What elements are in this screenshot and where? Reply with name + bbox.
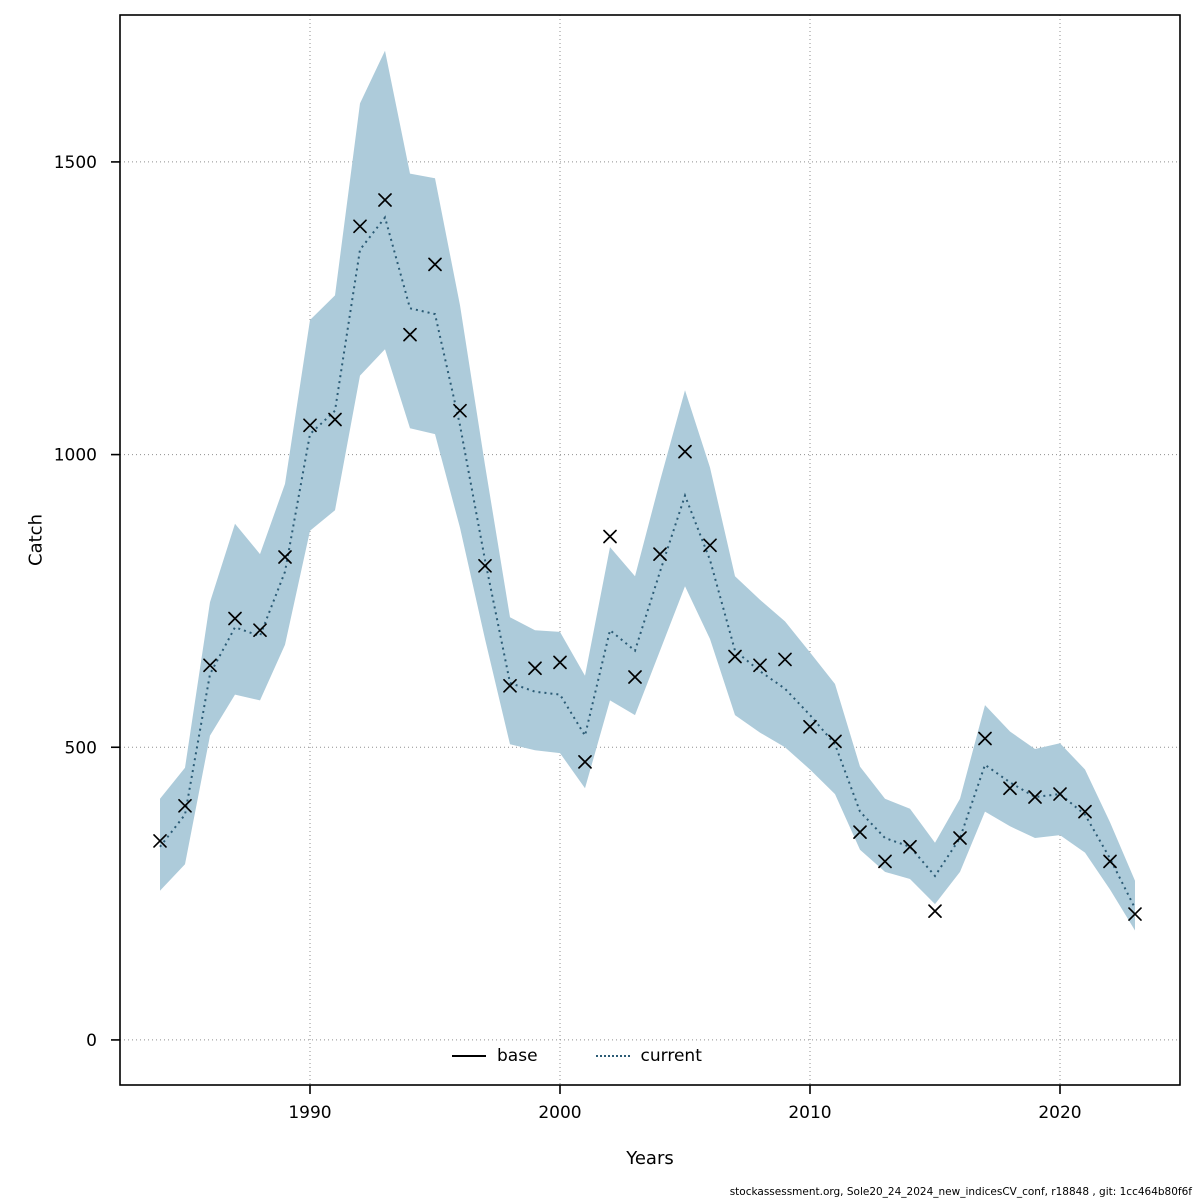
observation-marker — [478, 558, 492, 573]
observation-marker — [203, 658, 217, 673]
observation-marker — [303, 418, 317, 433]
observation-marker — [653, 547, 667, 561]
footer-text: stockassessment.org, Sole20_24_2024_new_… — [729, 1186, 1192, 1198]
observation-marker — [453, 403, 467, 418]
observation-marker — [228, 611, 242, 626]
observation-marker — [953, 831, 967, 845]
observation-marker — [778, 652, 792, 667]
observation-marker — [978, 731, 992, 746]
legend: base current — [452, 1046, 702, 1066]
observation-marker — [603, 529, 617, 544]
observation-marker — [878, 854, 892, 869]
observation-marker — [328, 412, 342, 427]
observation-marker — [1053, 787, 1067, 801]
observation-marker — [278, 550, 292, 564]
observation-marker — [353, 219, 367, 234]
y-tick-label: 500 — [65, 738, 97, 758]
x-tick-label: 2020 — [1038, 1103, 1081, 1123]
legend-label-base: base — [497, 1046, 538, 1066]
plot-frame — [119, 14, 1181, 1086]
observation-marker — [703, 538, 717, 553]
observation-marker — [503, 678, 517, 693]
observation-marker — [528, 661, 542, 676]
observation-marker — [1003, 781, 1017, 796]
current-line — [159, 215, 1136, 909]
observation-marker — [753, 658, 767, 673]
observation-marker — [378, 193, 392, 207]
observation-marker — [903, 839, 917, 854]
observation-marker — [1103, 854, 1117, 869]
observation-marker — [178, 798, 192, 813]
x-axis-title: Years — [626, 1148, 674, 1169]
observation-marker — [853, 825, 867, 839]
observation-marker — [153, 834, 167, 848]
observation-marker — [578, 755, 592, 769]
observation-marker — [828, 734, 842, 749]
observation-marker — [1128, 907, 1142, 921]
y-tick-label: 1500 — [54, 153, 97, 173]
y-axis-title: Catch — [25, 514, 47, 566]
x-tick-label: 1990 — [288, 1103, 331, 1123]
observation-marker — [1028, 790, 1042, 804]
observation-marker — [628, 670, 642, 684]
y-tick-label: 0 — [86, 1031, 97, 1051]
observation-marker — [928, 904, 942, 919]
observation-marker — [1078, 804, 1092, 819]
observation-marker — [678, 444, 692, 459]
x-tick-label: 2010 — [788, 1103, 831, 1123]
current-line-sample — [595, 1055, 630, 1057]
observation-marker — [728, 649, 742, 664]
legend-label-current: current — [640, 1046, 702, 1066]
legend-item-base: base — [452, 1046, 538, 1066]
observation-marker — [803, 719, 817, 734]
x-tick-label: 2000 — [538, 1103, 581, 1123]
legend-item-current: current — [595, 1046, 702, 1066]
observation-marker — [428, 257, 442, 272]
y-tick-label: 1000 — [54, 446, 97, 466]
base-line-sample — [452, 1055, 486, 1057]
confidence-band — [160, 50, 1135, 931]
observation-marker — [403, 327, 417, 342]
observation-marker — [253, 623, 267, 638]
observation-marker — [553, 655, 567, 670]
